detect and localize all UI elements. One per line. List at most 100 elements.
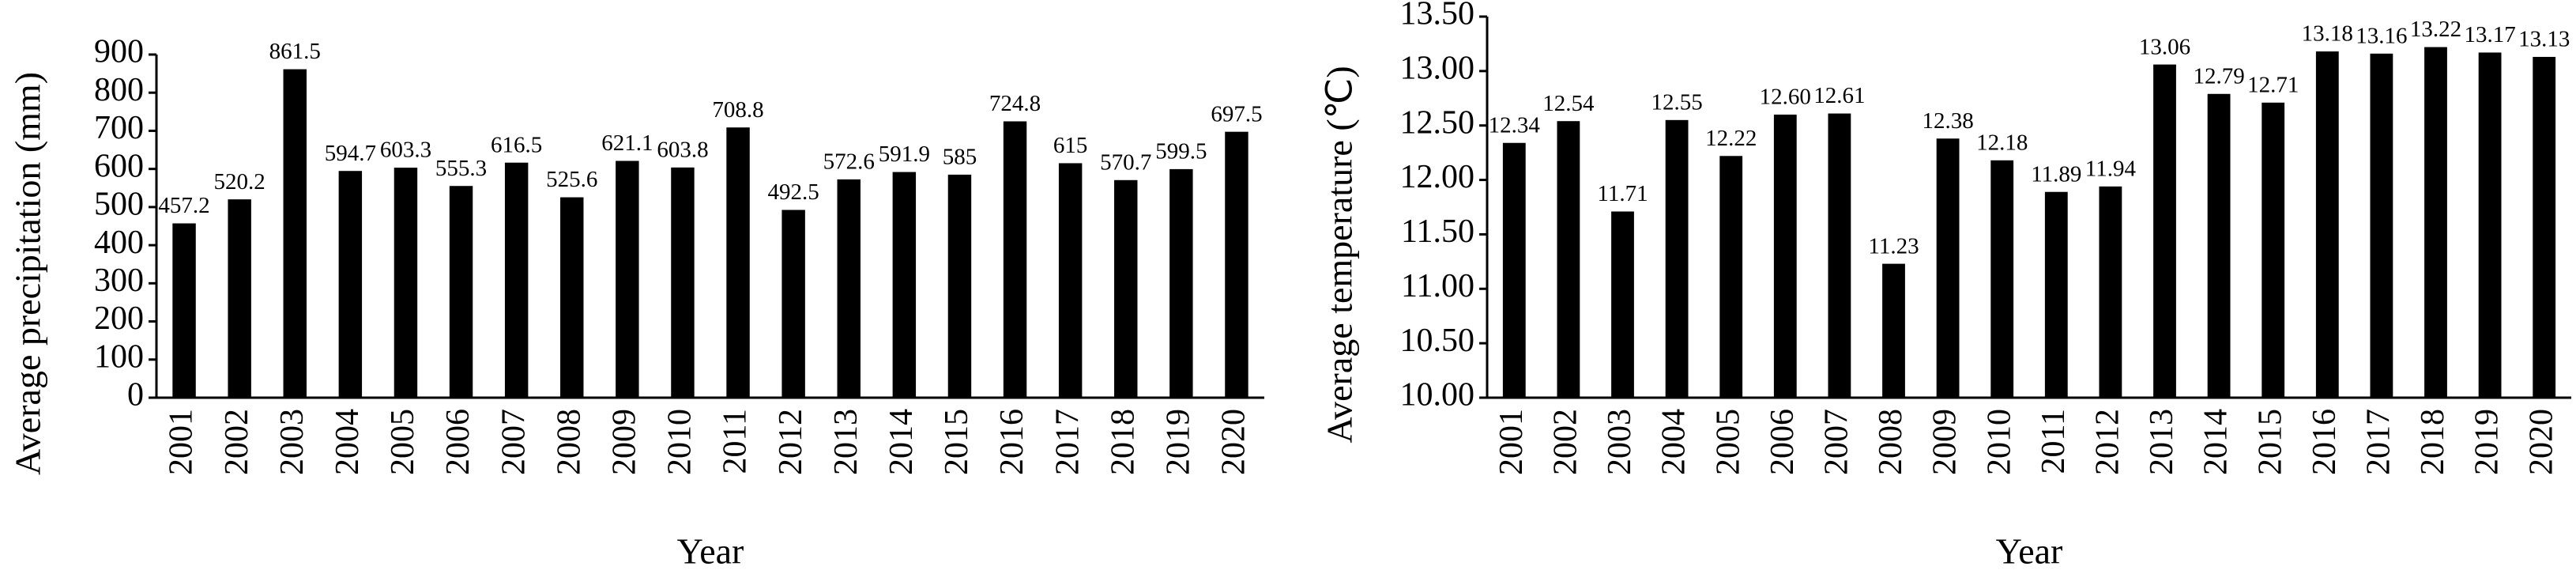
y-tick-label: 900 bbox=[94, 34, 144, 70]
value-label: 616.5 bbox=[491, 132, 542, 157]
y-tick-label: 12.50 bbox=[1400, 104, 1475, 141]
value-label: 13.13 bbox=[2518, 27, 2570, 52]
bar bbox=[726, 127, 750, 398]
x-tick-label: 2010 bbox=[1981, 409, 2017, 475]
value-label: 861.5 bbox=[269, 39, 321, 64]
y-tick-label: 13.50 bbox=[1400, 0, 1475, 32]
y-tick-label: 12.00 bbox=[1400, 159, 1475, 195]
bar bbox=[1003, 121, 1027, 398]
y-tick-label: 400 bbox=[94, 225, 144, 261]
x-axis-title: Year bbox=[1996, 531, 2063, 572]
bar bbox=[394, 168, 418, 398]
value-label: 12.55 bbox=[1651, 89, 1702, 115]
x-tick-label: 2011 bbox=[2036, 409, 2072, 474]
x-tick-label: 2016 bbox=[994, 409, 1030, 475]
bar bbox=[228, 199, 251, 398]
x-tick-label: 2015 bbox=[939, 409, 975, 475]
y-tick-label: 800 bbox=[94, 72, 144, 108]
bar bbox=[947, 174, 972, 398]
bar bbox=[892, 172, 917, 398]
y-tick-label: 11.50 bbox=[1401, 213, 1474, 250]
x-tick-label: 2020 bbox=[1216, 409, 1252, 475]
value-label: 11.23 bbox=[1868, 233, 1919, 259]
bar bbox=[2478, 52, 2502, 398]
value-label: 621.1 bbox=[601, 130, 653, 156]
value-label: 457.2 bbox=[158, 193, 209, 218]
bar bbox=[449, 186, 473, 398]
bar bbox=[1828, 113, 1851, 398]
value-label: 697.5 bbox=[1211, 101, 1262, 127]
x-tick-label: 2014 bbox=[2198, 409, 2235, 475]
bar bbox=[2262, 102, 2285, 398]
value-label: 13.16 bbox=[2356, 23, 2407, 48]
value-label: 12.38 bbox=[1922, 108, 1973, 134]
x-tick-label: 2005 bbox=[1710, 409, 1746, 475]
value-label: 492.5 bbox=[768, 179, 819, 205]
x-tick-label: 2005 bbox=[385, 409, 421, 475]
y-axis-title: Average precipitation (mm) bbox=[8, 72, 48, 475]
x-tick-label: 2003 bbox=[1602, 409, 1638, 475]
value-label: 12.79 bbox=[2193, 63, 2244, 89]
bar bbox=[1169, 168, 1193, 398]
bar bbox=[2207, 93, 2231, 398]
x-tick-label: 2019 bbox=[2469, 409, 2506, 475]
bar bbox=[1502, 142, 1526, 398]
bar bbox=[560, 197, 584, 398]
y-tick-label: 11.00 bbox=[1401, 268, 1474, 304]
value-label: 594.7 bbox=[325, 141, 376, 166]
bar bbox=[1225, 131, 1248, 398]
bar bbox=[1936, 138, 1960, 398]
x-tick-label: 2017 bbox=[1049, 409, 1086, 475]
bar bbox=[1719, 156, 1743, 398]
bar bbox=[2044, 191, 2068, 398]
value-label: 11.89 bbox=[2031, 161, 2081, 187]
value-label: 615 bbox=[1053, 133, 1088, 158]
x-tick-label: 2011 bbox=[717, 409, 754, 474]
value-label: 13.22 bbox=[2410, 17, 2461, 42]
x-tick-label: 2015 bbox=[2252, 409, 2288, 475]
x-tick-label: 2007 bbox=[1819, 409, 1855, 475]
x-tick-label: 2004 bbox=[330, 409, 366, 475]
value-label: 12.60 bbox=[1760, 85, 1811, 110]
bar bbox=[283, 69, 307, 398]
y-tick-label: 10.50 bbox=[1400, 323, 1475, 359]
value-label: 708.8 bbox=[712, 97, 763, 123]
y-axis-title: Average temperature (℃) bbox=[1320, 66, 1360, 443]
bar bbox=[172, 223, 196, 398]
x-tick-label: 2009 bbox=[1927, 409, 1964, 475]
x-tick-label: 2002 bbox=[219, 409, 255, 475]
x-tick-label: 2003 bbox=[274, 409, 311, 475]
value-label: 13.06 bbox=[2139, 34, 2190, 59]
value-label: 12.71 bbox=[2247, 72, 2299, 97]
value-label: 13.17 bbox=[2464, 22, 2515, 47]
value-label: 555.3 bbox=[435, 156, 487, 181]
value-label: 525.6 bbox=[546, 167, 597, 192]
x-tick-label: 2006 bbox=[440, 409, 476, 475]
value-label: 11.71 bbox=[1597, 181, 1648, 206]
x-tick-label: 2014 bbox=[883, 409, 920, 475]
x-tick-label: 2012 bbox=[773, 409, 809, 475]
y-tick-label: 13.00 bbox=[1400, 50, 1475, 86]
bar bbox=[2153, 64, 2176, 398]
x-tick-label: 2007 bbox=[495, 409, 532, 475]
bar bbox=[2370, 53, 2393, 398]
y-tick-label: 100 bbox=[94, 338, 144, 375]
x-tick-label: 2004 bbox=[1656, 409, 1693, 475]
y-tick-label: 700 bbox=[94, 110, 144, 146]
bar bbox=[338, 171, 363, 398]
y-tick-label: 200 bbox=[94, 300, 144, 337]
value-label: 13.18 bbox=[2302, 21, 2353, 47]
bar bbox=[781, 210, 805, 398]
bar bbox=[1773, 114, 1797, 398]
bar bbox=[1058, 163, 1083, 398]
bar bbox=[2099, 186, 2122, 398]
value-label: 599.5 bbox=[1155, 139, 1207, 164]
x-tick-label: 2001 bbox=[164, 409, 200, 475]
bar bbox=[1114, 179, 1138, 398]
bar bbox=[1557, 121, 1580, 398]
x-tick-label: 2018 bbox=[1105, 409, 1141, 475]
x-tick-label: 2017 bbox=[2361, 409, 2397, 475]
x-tick-label: 2016 bbox=[2307, 409, 2343, 475]
value-label: 12.61 bbox=[1813, 83, 1865, 108]
